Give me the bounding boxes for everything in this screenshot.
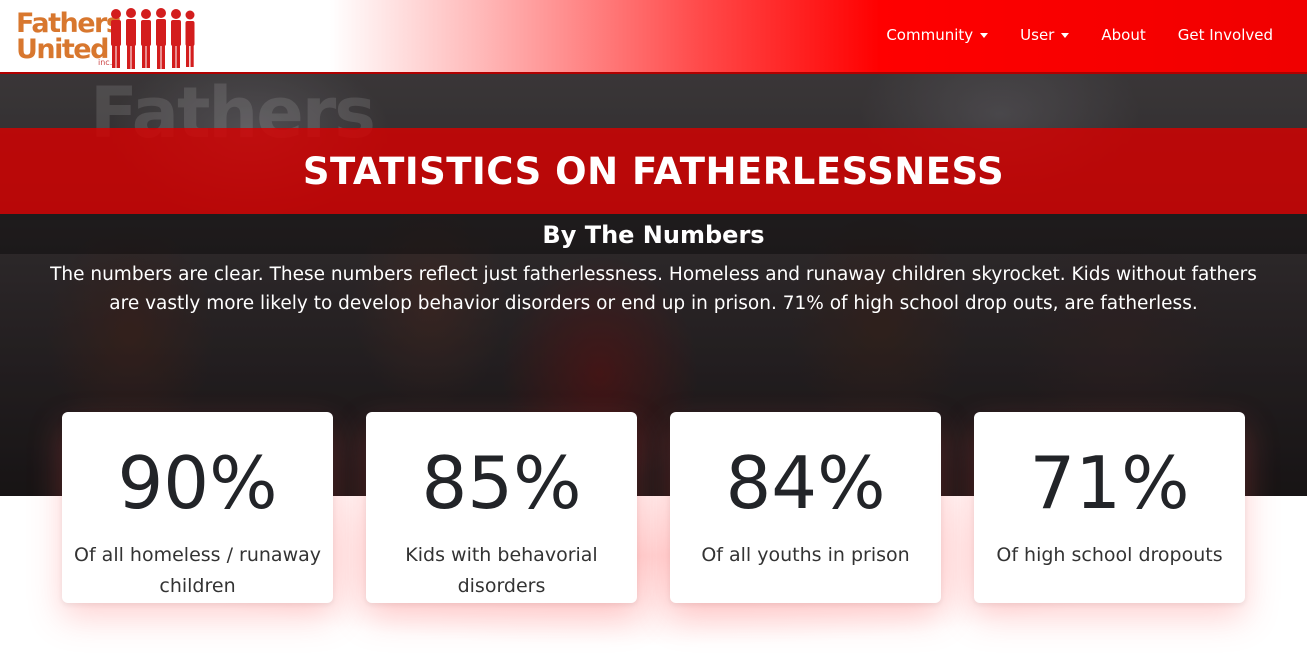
- logo-text-line1: Fathers: [16, 8, 122, 39]
- nav-get-involved-link[interactable]: Get Involved: [1178, 26, 1273, 44]
- stat-card-homeless: 90% Of all homeless / runaway children: [62, 412, 333, 603]
- stat-card-behavioral: 85% Kids with behavorial disorders: [366, 412, 637, 603]
- navbar: Fathers United inc. Community User About: [0, 0, 1307, 74]
- nav-get-involved-label: Get Involved: [1177, 26, 1273, 44]
- nav-user-dropdown[interactable]: User: [1020, 26, 1070, 44]
- stat-label: Kids with behavorial disorders: [405, 544, 598, 597]
- page-title: STATISTICS ON FATHERLESSNESS: [302, 149, 1005, 193]
- nav-community-dropdown[interactable]: Community: [886, 26, 989, 44]
- stat-card-prison: 84% Of all youths in prison: [670, 412, 941, 603]
- subtitle-band: [0, 214, 1307, 254]
- hero-description: The numbers are clear. These numbers ref…: [50, 264, 1257, 314]
- stat-label: Of high school dropouts: [996, 544, 1223, 566]
- stat-value: 71%: [1029, 441, 1190, 525]
- nav-community-label: Community: [886, 26, 974, 44]
- stat-card-dropouts: 71% Of high school dropouts: [974, 412, 1245, 603]
- title-band: STATISTICS ON FATHERLESSNESS: [0, 128, 1307, 214]
- page-subtitle: By The Numbers: [542, 221, 765, 249]
- nav-about-label: About: [1101, 26, 1146, 44]
- stat-value: 85%: [421, 441, 582, 525]
- stat-value: 90%: [117, 441, 278, 525]
- fathers-united-logo[interactable]: Fathers United inc.: [10, 4, 200, 70]
- nav-menu: Community User About Get Involved: [886, 26, 1273, 44]
- nav-user-label: User: [1020, 26, 1055, 44]
- caret-down-icon: [1061, 32, 1070, 38]
- stat-value: 84%: [725, 441, 886, 525]
- logo-text-line2: United: [16, 34, 109, 65]
- nav-about-link[interactable]: About: [1101, 26, 1145, 44]
- logo-figures-icon: [111, 8, 195, 69]
- stat-label: Of all youths in prison: [701, 544, 910, 566]
- caret-down-icon: [980, 32, 989, 38]
- stat-label: Of all homeless / runaway children: [74, 544, 321, 597]
- logo-suffix: inc.: [98, 58, 113, 67]
